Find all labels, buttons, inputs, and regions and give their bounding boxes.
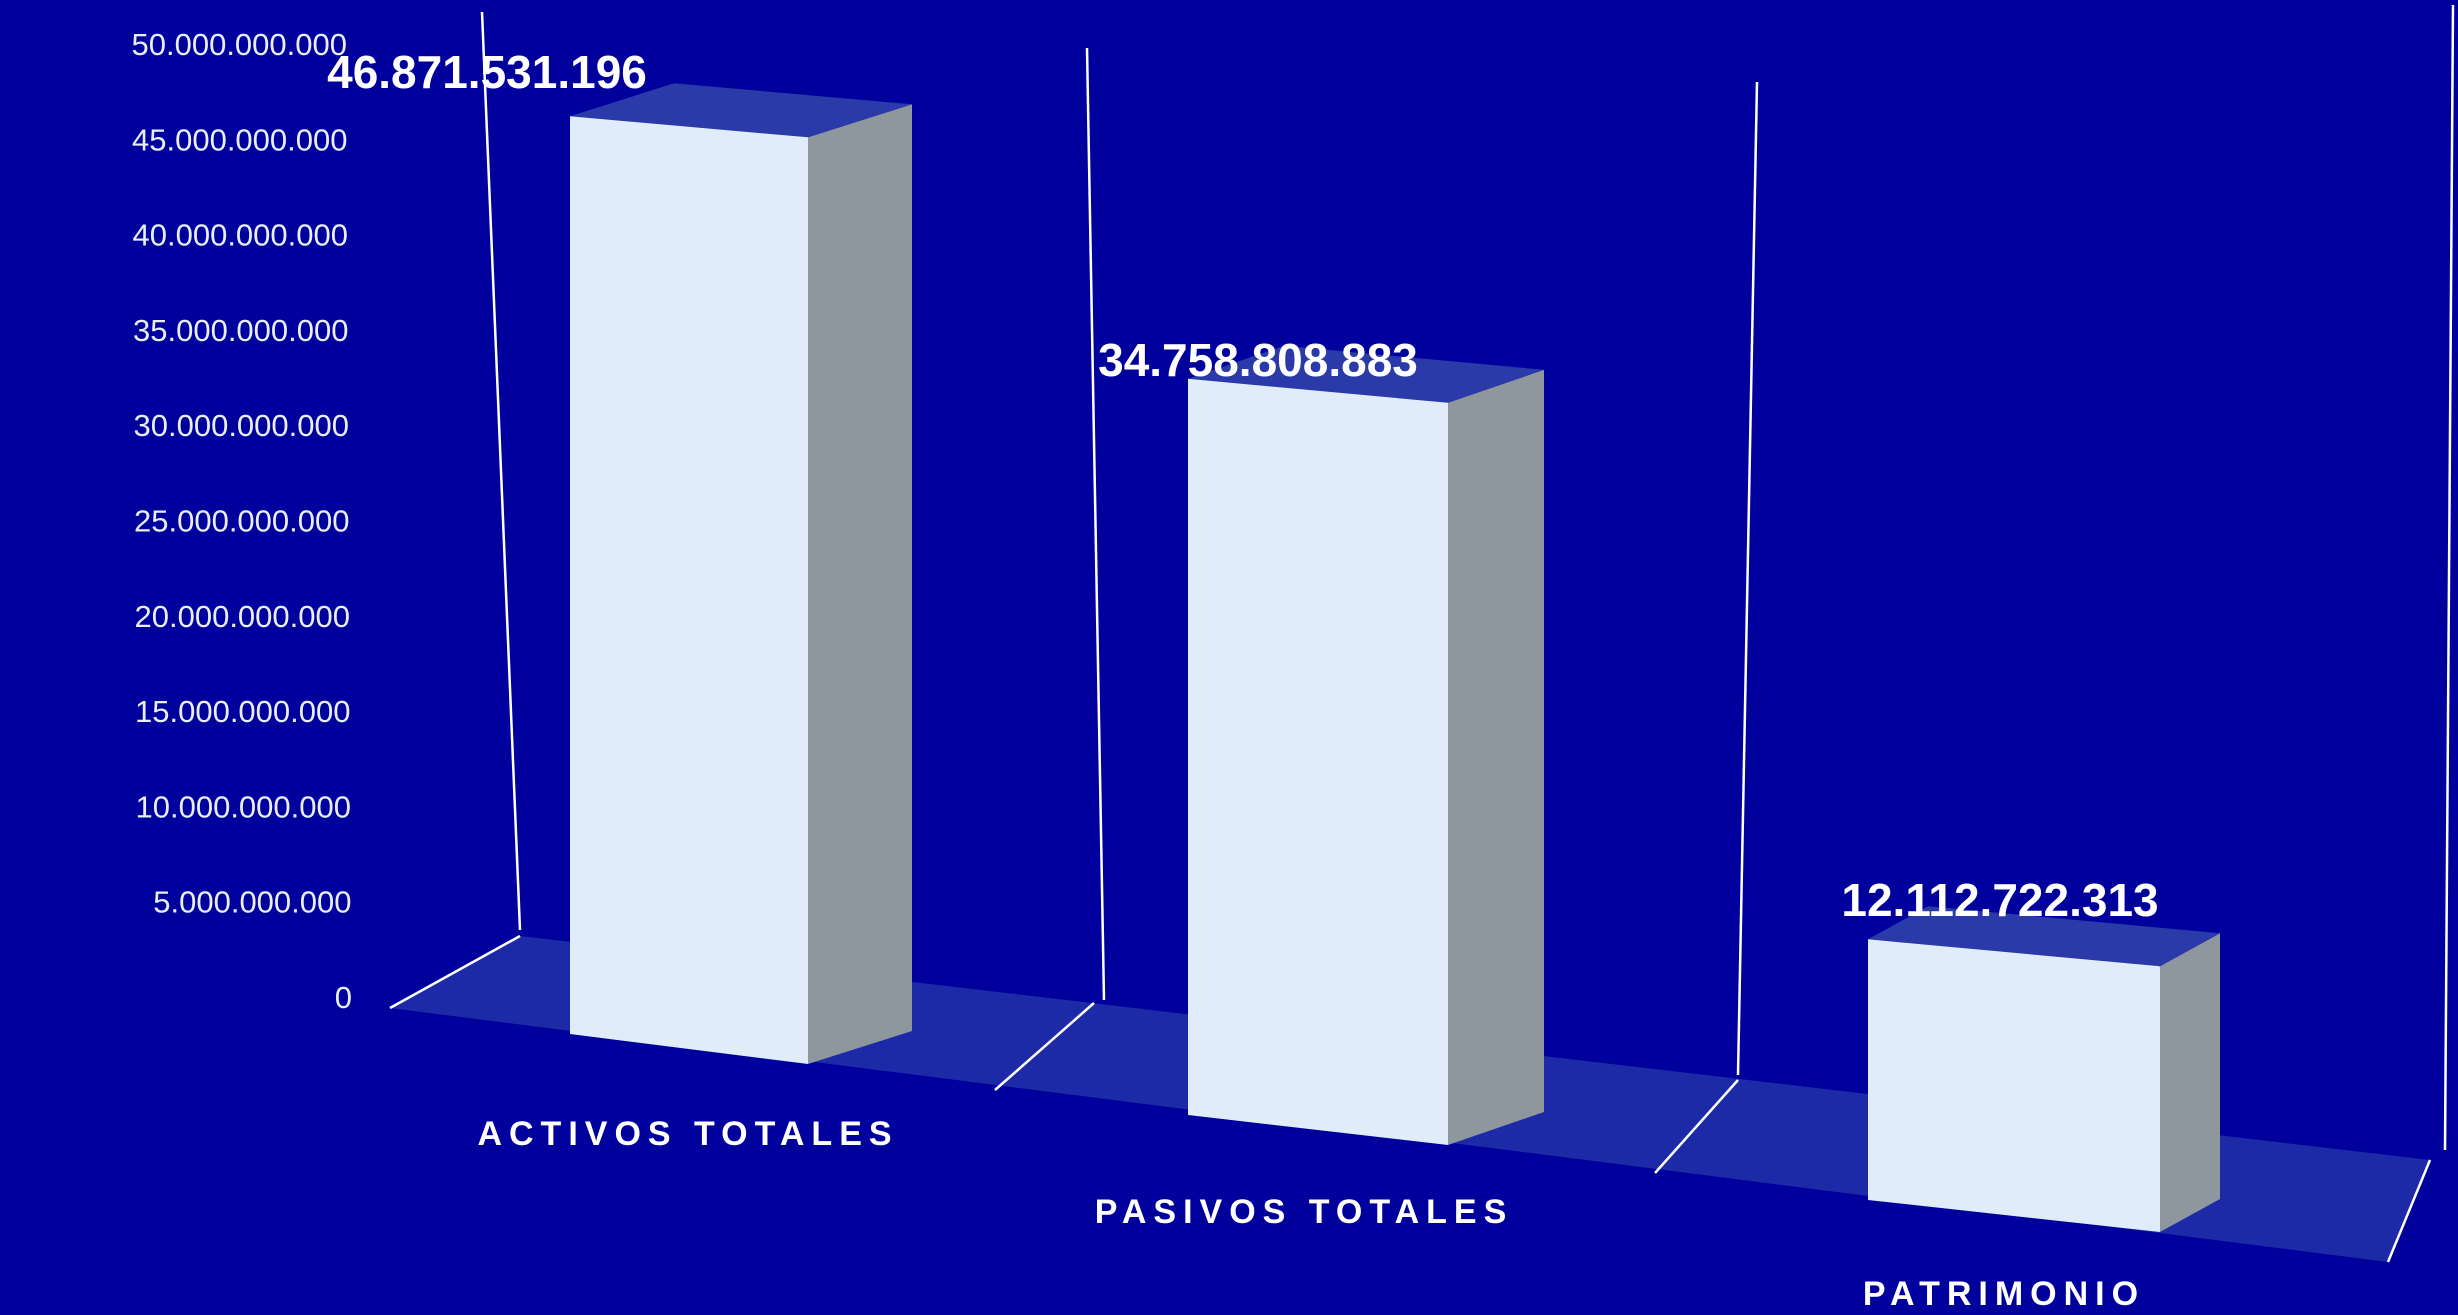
y-tick-label: 20.000.000.000: [135, 599, 351, 634]
y-tick-label: 50.000.000.000: [132, 27, 348, 62]
bar-side-face: [1448, 369, 1544, 1145]
y-tick-label: 5.000.000.000: [153, 885, 351, 920]
floor-edge-line: [994, 1002, 1095, 1091]
data-label: 12.112.722.313: [1841, 874, 2158, 926]
y-tick-label: 15.000.000.000: [135, 694, 351, 729]
wall-line: [1736, 81, 1759, 1076]
y-tick-label: 40.000.000.000: [133, 218, 349, 253]
chart-walls: [480, 4, 2455, 1151]
y-axis: 0 5.000.000.000 10.000.000.000 15.000.000.0…: [132, 27, 353, 1015]
floor-edge-line: [2386, 1159, 2432, 1263]
floor-edge-line: [1654, 1079, 1739, 1174]
bar-side-face: [808, 104, 912, 1065]
wall-line: [2443, 4, 2455, 1151]
x-tick-label: PASIVOS TOTALES: [1095, 1193, 1514, 1231]
x-axis: ACTIVOS TOTALES PASIVOS TOTALES PATRIMONIO: [477, 1115, 2145, 1313]
wall-line: [480, 11, 522, 931]
data-label: 34.758.808.883: [1098, 334, 1418, 386]
y-tick-label: 30.000.000.000: [134, 408, 350, 443]
y-tick-label: 45.000.000.000: [132, 122, 348, 157]
y-tick-label: 0: [335, 980, 352, 1015]
y-tick-label: 25.000.000.000: [134, 504, 350, 539]
bar: [1868, 939, 2160, 1232]
bar-top-face: [1868, 906, 2220, 967]
bar-top-face: [1188, 345, 1544, 403]
y-tick-label: 35.000.000.000: [133, 313, 349, 348]
bar-side-face: [2160, 933, 2220, 1232]
y-tick-label: 10.000.000.000: [136, 789, 352, 824]
bar-top-face: [570, 83, 912, 138]
bar: [1188, 378, 1448, 1145]
x-tick-label: ACTIVOS TOTALES: [477, 1115, 898, 1153]
bar: [570, 116, 808, 1065]
data-label: 46.871.531.196: [327, 46, 647, 98]
bar-group: [570, 83, 2220, 1232]
floor-edge-line: [389, 934, 521, 1010]
data-labels: 46.871.531.196 34.758.808.883 12.112.722.3…: [327, 46, 2158, 926]
x-tick-label: PATRIMONIO: [1863, 1275, 2145, 1310]
wall-line: [1085, 47, 1106, 1001]
